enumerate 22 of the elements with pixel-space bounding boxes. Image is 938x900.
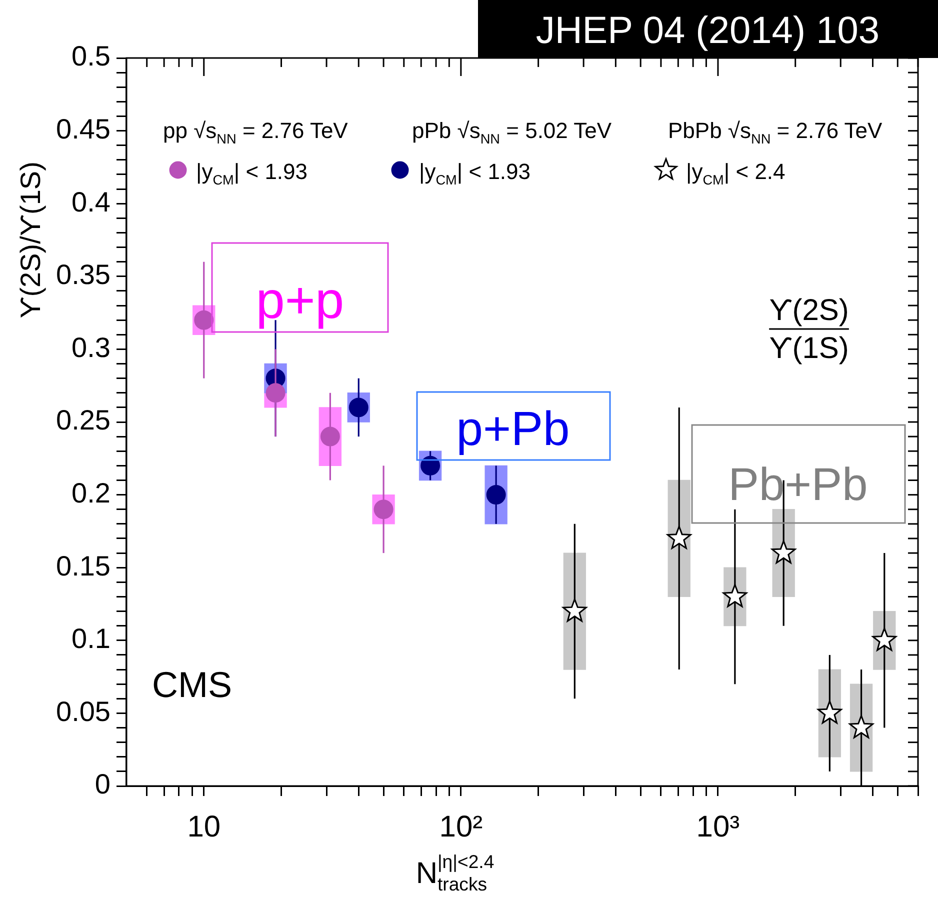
annotation: p+p <box>256 272 344 330</box>
y-axis-title: ϒ(2S)/ϒ(1S) <box>15 162 46 318</box>
y-tick-label: 0.25 <box>56 404 110 436</box>
y-tick-label: 0.05 <box>56 696 110 727</box>
x-tick-label: 10³ <box>696 810 740 844</box>
x-tick-label: 10 <box>187 810 221 844</box>
y-tick-label: 0.45 <box>56 114 110 145</box>
annotation: p+Pb <box>456 403 570 456</box>
text: JHEP 04 (2014) 103 <box>536 10 880 52</box>
x-tick-label: 10² <box>439 810 483 844</box>
y-tick-label: 0 <box>94 768 110 800</box>
y-tick-label: 0.5 <box>72 40 110 72</box>
annotation: ϒ(1S) <box>769 332 849 365</box>
y-tick-label: 0.2 <box>72 478 110 509</box>
y-tick-label: 0.3 <box>72 332 110 363</box>
y-tick-label: 0.1 <box>72 623 110 654</box>
annotation: ϒ(2S) <box>769 294 849 327</box>
annotation: Pb+Pb <box>728 458 868 510</box>
y-tick-label: 0.15 <box>56 550 110 582</box>
y-tick-label: 0.35 <box>56 259 110 290</box>
y-tick-label: 0.4 <box>72 186 110 218</box>
annotation: CMS <box>152 664 232 705</box>
